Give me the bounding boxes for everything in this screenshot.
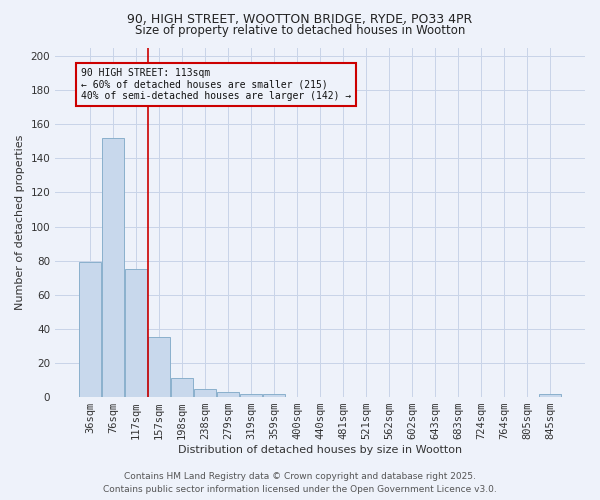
Bar (125, 269, 147, 397)
Bar (217, 392, 239, 397)
Bar (194, 388, 216, 397)
Bar (171, 378, 193, 397)
Bar (539, 394, 561, 397)
Bar (263, 394, 285, 397)
Text: 90, HIGH STREET, WOOTTON BRIDGE, RYDE, PO33 4PR: 90, HIGH STREET, WOOTTON BRIDGE, RYDE, P… (127, 12, 473, 26)
Y-axis label: Number of detached properties: Number of detached properties (15, 134, 25, 310)
X-axis label: Distribution of detached houses by size in Wootton: Distribution of detached houses by size … (178, 445, 462, 455)
Text: Size of property relative to detached houses in Wootton: Size of property relative to detached ho… (135, 24, 465, 37)
Bar (102, 138, 124, 397)
Bar (79, 262, 101, 397)
Text: Contains HM Land Registry data © Crown copyright and database right 2025.
Contai: Contains HM Land Registry data © Crown c… (103, 472, 497, 494)
Text: 90 HIGH STREET: 113sqm
← 60% of detached houses are smaller (215)
40% of semi-de: 90 HIGH STREET: 113sqm ← 60% of detached… (81, 68, 351, 101)
Bar (148, 338, 170, 397)
Bar (240, 394, 262, 397)
